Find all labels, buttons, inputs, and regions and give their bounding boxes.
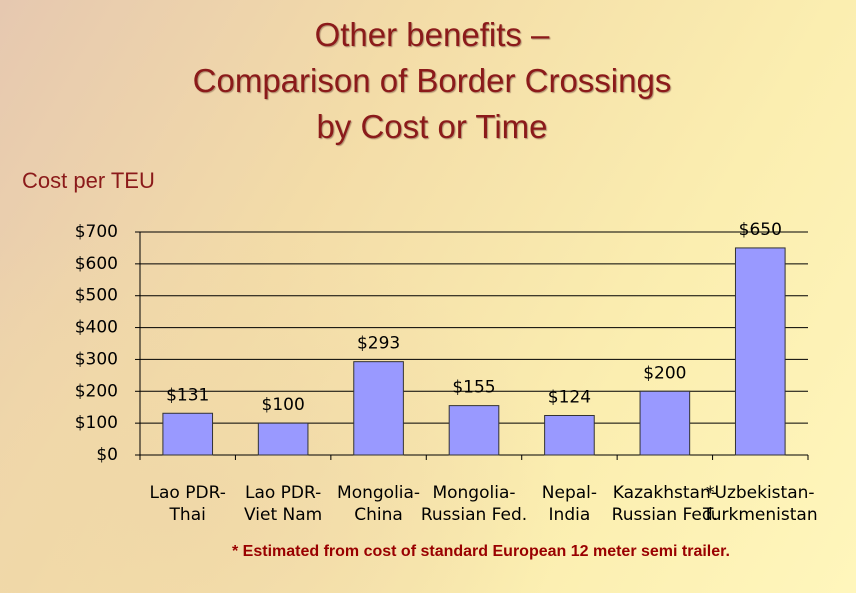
bar: [448, 405, 500, 456]
x-tick-label: Lao PDR- Thai: [149, 483, 226, 525]
y-tick-label: $300: [75, 349, 118, 369]
x-tick-label: Lao PDR- Viet Nam: [244, 483, 323, 525]
data-label: $124: [548, 387, 591, 407]
data-label: $155: [452, 378, 495, 398]
y-tick-label: $500: [75, 286, 118, 306]
data-label: $100: [262, 395, 305, 415]
bar: [353, 361, 404, 456]
y-tick-label: $0: [96, 445, 118, 465]
data-label: $200: [643, 363, 686, 383]
bar: [257, 422, 309, 456]
chart-subtitle: Cost per TEU: [22, 168, 155, 193]
bar: [162, 412, 214, 456]
y-tick-label: $400: [75, 318, 118, 338]
x-tick-label: Kazakhstan- Russian Fed.: [611, 483, 719, 525]
y-tick-label: $700: [75, 222, 118, 242]
data-label: $131: [166, 385, 209, 405]
slide-title: Other benefits – Comparison of Border Cr…: [192, 16, 672, 145]
y-tick-label: $100: [75, 413, 118, 433]
bar: [734, 247, 786, 456]
bar: [639, 390, 691, 456]
bar: [544, 414, 595, 456]
y-tick-label: $600: [75, 254, 118, 274]
y-tick-label: $200: [75, 381, 118, 401]
x-tick-label: Nepal- India: [541, 483, 598, 525]
x-tick-label: Mongolia- Russian Fed.: [420, 483, 528, 525]
footnote: * Estimated from cost of standard Europe…: [232, 543, 730, 560]
x-tick-label: Mongolia- China: [337, 483, 421, 525]
data-label: $293: [357, 334, 400, 354]
data-label: $650: [739, 220, 782, 240]
x-tick-label: *Uzbekistan- Turkmenistan: [702, 483, 818, 525]
